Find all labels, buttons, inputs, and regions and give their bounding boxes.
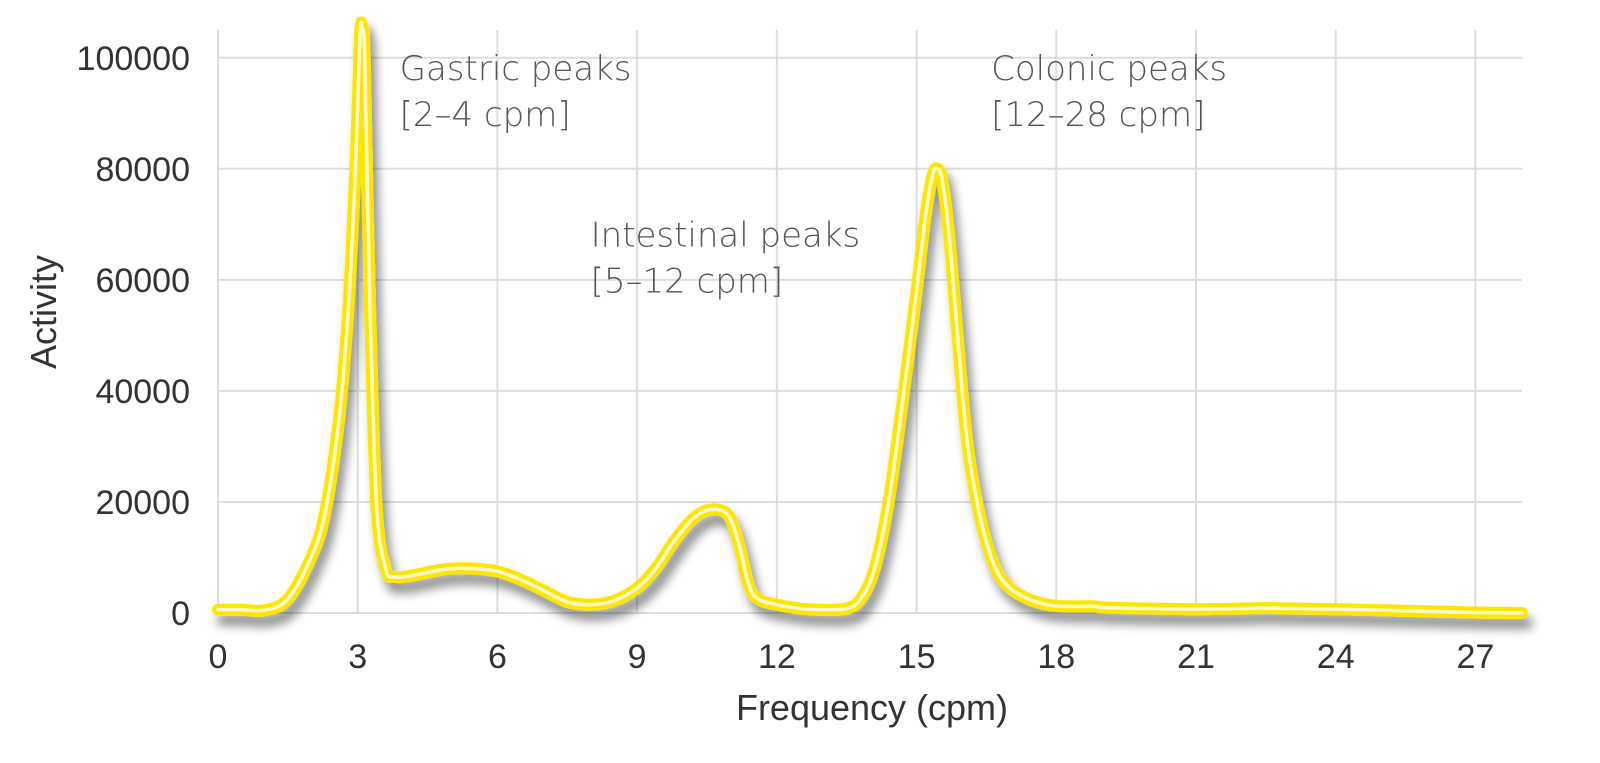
annotation-label: Intestinal peaks [5–12 cpm]	[591, 216, 861, 302]
annotation-line: Colonic peaks	[991, 49, 1227, 89]
annotation-label: Gastric peaks [2–4 cpm]	[400, 49, 632, 135]
x-axis-ticks: 0 3 6 9 12 15 18 21 24 27	[209, 638, 1495, 676]
y-tick-label: 40000	[95, 373, 190, 411]
annotation-line: Gastric peaks	[400, 49, 632, 89]
annotation-line: [12–28 cpm]	[991, 95, 1205, 135]
x-tick-label: 12	[758, 638, 796, 676]
x-tick-label: 27	[1457, 638, 1495, 676]
y-tick-label: 20000	[95, 484, 190, 522]
annotation-line: Intestinal peaks	[591, 216, 861, 256]
annotation-line: [2–4 cpm]	[400, 95, 571, 135]
y-tick-label: 100000	[77, 40, 190, 78]
x-tick-label: 24	[1317, 638, 1355, 676]
y-axis-title: Activity	[23, 255, 64, 369]
x-tick-label: 0	[209, 638, 228, 676]
series-group	[212, 16, 1528, 619]
x-tick-label: 6	[488, 638, 507, 676]
annotation-line: [5–12 cpm]	[591, 262, 784, 302]
x-tick-label: 3	[348, 638, 367, 676]
grid	[217, 30, 1522, 614]
x-tick-label: 21	[1177, 638, 1215, 676]
y-tick-label: 60000	[95, 262, 190, 300]
x-axis-title: Frequency (cpm)	[736, 687, 1008, 728]
y-tick-label: 0	[171, 595, 190, 633]
annotation-label: Colonic peaks [12–28 cpm]	[991, 49, 1227, 135]
y-tick-label: 80000	[95, 151, 190, 189]
annotations: Gastric peaks [2–4 cpm] Intestinal peaks [5…	[400, 49, 1227, 302]
y-axis-ticks: 0 20000 40000 60000 80000 100000	[77, 40, 190, 633]
series-line-highlight	[216, 20, 1524, 615]
series-line-group	[212, 16, 1528, 619]
x-tick-label: 9	[628, 638, 647, 676]
x-tick-label: 15	[898, 638, 936, 676]
x-tick-label: 18	[1037, 638, 1075, 676]
